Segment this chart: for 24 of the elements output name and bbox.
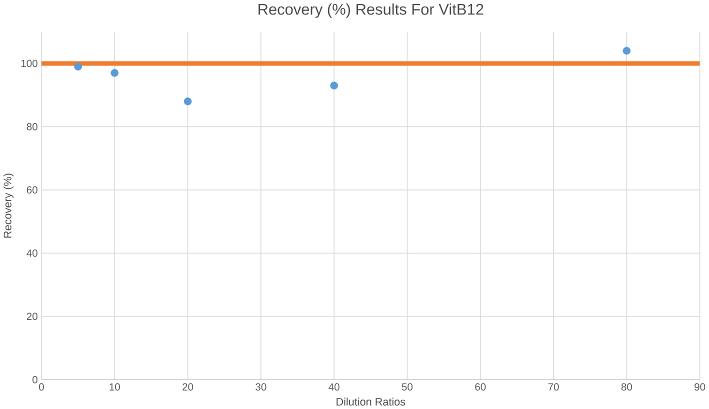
x-tick-label: 90 bbox=[694, 383, 706, 391]
x-tick-label: 70 bbox=[548, 383, 559, 391]
x-tick-label: 40 bbox=[328, 383, 340, 391]
x-axis-title: Dilution Ratios bbox=[336, 398, 406, 406]
x-tick-label: 20 bbox=[182, 383, 194, 391]
point bbox=[74, 62, 82, 70]
y-tick-label: 60 bbox=[26, 186, 38, 194]
y-tick-label: 80 bbox=[26, 123, 38, 130]
x-tick-label: 80 bbox=[621, 383, 632, 391]
x-tick-label: 50 bbox=[402, 383, 413, 391]
y-tick-label: 20 bbox=[26, 312, 38, 320]
chart-title: Recovery (%) Results For VitB12 bbox=[258, 3, 484, 18]
x-tick-label: 30 bbox=[256, 383, 266, 391]
point bbox=[330, 82, 338, 90]
x-tick-label: 10 bbox=[110, 383, 120, 391]
x-tick-label: 0 bbox=[39, 383, 44, 391]
y-tick-label: 100 bbox=[21, 60, 38, 68]
y-axis-title: Recovery (%) bbox=[3, 174, 14, 238]
point bbox=[184, 97, 192, 106]
y-tick-label: 0 bbox=[32, 376, 38, 384]
point bbox=[110, 68, 119, 77]
point bbox=[622, 46, 631, 55]
y-tick-label: 40 bbox=[26, 249, 38, 257]
x-tick-label: 60 bbox=[475, 383, 486, 391]
